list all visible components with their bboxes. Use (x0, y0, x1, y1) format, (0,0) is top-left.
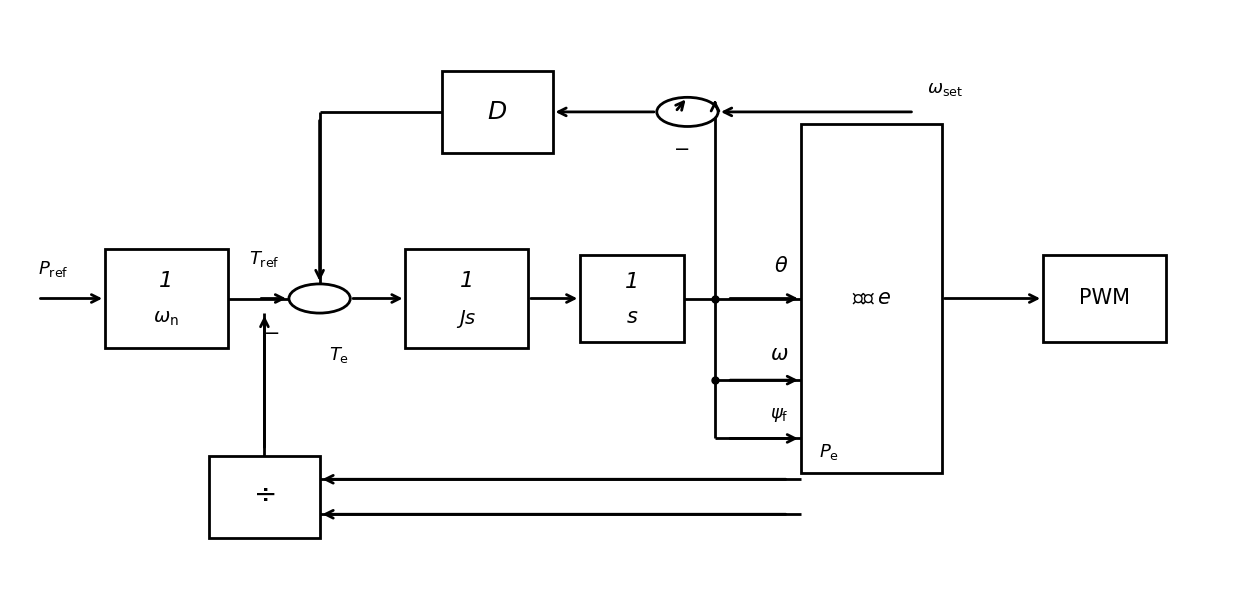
Text: PWM: PWM (1079, 288, 1130, 309)
Text: $-$: $-$ (263, 322, 279, 341)
Text: $-$: $-$ (673, 138, 689, 157)
Bar (210, 456, 320, 537)
Circle shape (657, 97, 718, 127)
Bar (801, 124, 942, 473)
Text: $\omega$: $\omega$ (770, 344, 789, 364)
Bar (580, 255, 684, 342)
Text: 1: 1 (460, 271, 474, 291)
Circle shape (289, 284, 350, 313)
Bar (405, 249, 528, 348)
Bar (443, 71, 553, 153)
Bar (105, 249, 228, 348)
Bar (1043, 255, 1166, 342)
Text: $\theta$: $\theta$ (774, 257, 789, 276)
Text: $T_{\rm e}$: $T_{\rm e}$ (330, 345, 350, 365)
Text: 1: 1 (159, 271, 174, 291)
Text: $\omega_{\rm n}$: $\omega_{\rm n}$ (154, 309, 180, 328)
Text: $\div$: $\div$ (253, 480, 275, 508)
Text: $D$: $D$ (487, 100, 507, 124)
Text: $P_{\rm e}$: $P_{\rm e}$ (820, 442, 839, 461)
Text: $\omega_{\rm set}$: $\omega_{\rm set}$ (926, 79, 962, 97)
Text: $s$: $s$ (626, 307, 639, 327)
Text: $Js$: $Js$ (456, 308, 477, 330)
Text: 1: 1 (625, 272, 640, 292)
Text: 公式 $e$: 公式 $e$ (852, 288, 892, 309)
Text: $T_{\rm ref}$: $T_{\rm ref}$ (249, 250, 280, 269)
Text: $P_{\rm ref}$: $P_{\rm ref}$ (37, 259, 68, 279)
Text: $\psi_{\rm f}$: $\psi_{\rm f}$ (770, 406, 789, 424)
